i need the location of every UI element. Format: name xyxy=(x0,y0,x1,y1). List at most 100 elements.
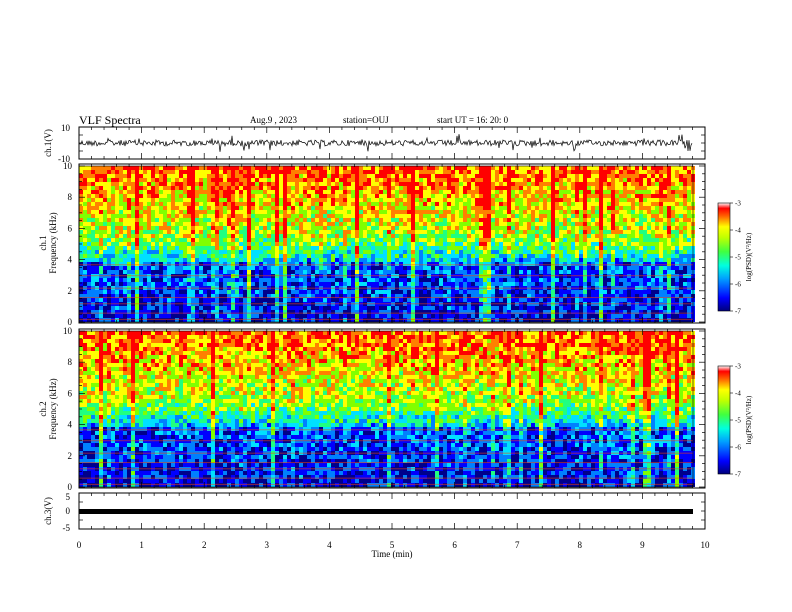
spectrogram-cell xyxy=(323,190,327,194)
spectrogram-cell xyxy=(491,218,495,222)
spectrogram-cell xyxy=(459,270,463,274)
spectrogram-cell xyxy=(323,266,327,270)
spectrogram-cell xyxy=(463,262,467,266)
spectrogram-cell xyxy=(555,306,559,310)
spectrogram-cell xyxy=(243,266,247,270)
spectrogram-cell xyxy=(135,290,139,294)
spectrogram-cell xyxy=(331,262,335,266)
spectrogram-cell xyxy=(183,214,187,218)
spectrogram-cell xyxy=(231,270,235,274)
spectrogram-cell xyxy=(347,166,351,170)
spectrogram-cell xyxy=(95,170,99,174)
spectrogram-cell xyxy=(343,194,347,198)
spectrogram-cell xyxy=(567,290,571,294)
spectrogram-cell xyxy=(351,298,355,302)
spectrogram-cell xyxy=(515,178,519,182)
spectrogram-cell xyxy=(503,214,507,218)
spectrogram-cell xyxy=(515,314,519,318)
spectrogram-cell xyxy=(223,226,227,230)
spectrogram-cell xyxy=(227,202,231,206)
spectrogram-cell xyxy=(251,278,255,282)
spectrogram-cell xyxy=(99,230,103,234)
spectrogram-cell xyxy=(195,202,199,206)
spectrogram-cell xyxy=(147,178,151,182)
spectrogram-cell xyxy=(199,258,203,262)
spectrogram-cell xyxy=(271,294,275,298)
spectrogram-cell xyxy=(479,222,483,226)
spectrogram-cell xyxy=(319,206,323,210)
spectrogram-cell xyxy=(87,266,91,270)
spectrogram-cell xyxy=(319,190,323,194)
spectrogram-cell xyxy=(391,246,395,250)
spectrogram-cell xyxy=(223,246,227,250)
spectrogram-cell xyxy=(263,278,267,282)
spectrogram-cell xyxy=(407,278,411,282)
spectrogram-cell xyxy=(463,214,467,218)
spectrogram-cell xyxy=(419,198,423,202)
spectrogram-cell xyxy=(391,198,395,202)
spectrogram-cell xyxy=(447,190,451,194)
spectrogram-cell xyxy=(115,218,119,222)
spectrogram-cell xyxy=(411,306,415,310)
spectrogram-cell xyxy=(551,234,555,238)
spectrogram-cell xyxy=(415,250,419,254)
spectrogram-cell xyxy=(131,222,135,226)
spectrogram-cell xyxy=(191,318,195,322)
spectrogram-cell xyxy=(555,266,559,270)
spectrogram-cell xyxy=(295,258,299,262)
spectrogram-cell xyxy=(391,166,395,170)
spectrogram-cell xyxy=(383,262,387,266)
spectrogram-cell xyxy=(135,218,139,222)
spectrogram-cell xyxy=(111,190,115,194)
spectrogram-cell xyxy=(227,250,231,254)
spectrogram-cell xyxy=(327,218,331,222)
spectrogram-cell xyxy=(367,218,371,222)
spectrogram-cell xyxy=(219,282,223,286)
spectrogram-cell xyxy=(375,294,379,298)
spectrogram-cell xyxy=(207,222,211,226)
spectrogram-cell xyxy=(535,202,539,206)
spectrogram-cell xyxy=(175,222,179,226)
spectrogram-cell xyxy=(479,210,483,214)
spectrogram-cell xyxy=(127,226,131,230)
spectrogram-cell xyxy=(423,170,427,174)
spectrogram-cell xyxy=(151,306,155,310)
spectrogram-cell xyxy=(495,178,499,182)
spectrogram-cell xyxy=(539,242,543,246)
spectrogram-cell xyxy=(255,282,259,286)
spectrogram-cell xyxy=(451,190,455,194)
spectrogram-cell xyxy=(303,238,307,242)
spectrogram-cell xyxy=(291,290,295,294)
spectrogram-cell xyxy=(511,230,515,234)
spectrogram-cell xyxy=(211,270,215,274)
spectrogram-cell xyxy=(259,258,263,262)
spectrogram-cell xyxy=(447,182,451,186)
spectrogram-cell xyxy=(439,290,443,294)
spectrogram-cell xyxy=(471,282,475,286)
spectrogram-cell xyxy=(327,210,331,214)
spectrogram-cell xyxy=(535,194,539,198)
spectrogram-cell xyxy=(543,310,547,314)
spectrogram-cell xyxy=(271,242,275,246)
spectrogram-cell xyxy=(483,258,487,262)
spectrogram-cell xyxy=(507,238,511,242)
spectrogram-cell xyxy=(103,226,107,230)
spectrogram-cell xyxy=(299,246,303,250)
spectrogram-cell xyxy=(375,278,379,282)
spectrogram-cell xyxy=(411,226,415,230)
spectrogram-cell xyxy=(503,170,507,174)
spectrogram-cell xyxy=(179,194,183,198)
spectrogram-cell xyxy=(519,318,523,322)
spectrogram-cell xyxy=(259,170,263,174)
spectrogram-cell xyxy=(399,194,403,198)
spectrogram-cell xyxy=(167,290,171,294)
spectrogram-cell xyxy=(167,298,171,302)
spectrogram-cell xyxy=(107,170,111,174)
spectrogram-cell xyxy=(239,182,243,186)
spectrogram-cell xyxy=(531,186,535,190)
spectrogram-cell xyxy=(267,282,271,286)
spectrogram-cell xyxy=(343,270,347,274)
spectrogram-cell xyxy=(311,282,315,286)
spectrogram-cell xyxy=(179,310,183,314)
spectrogram-cell xyxy=(531,198,535,202)
